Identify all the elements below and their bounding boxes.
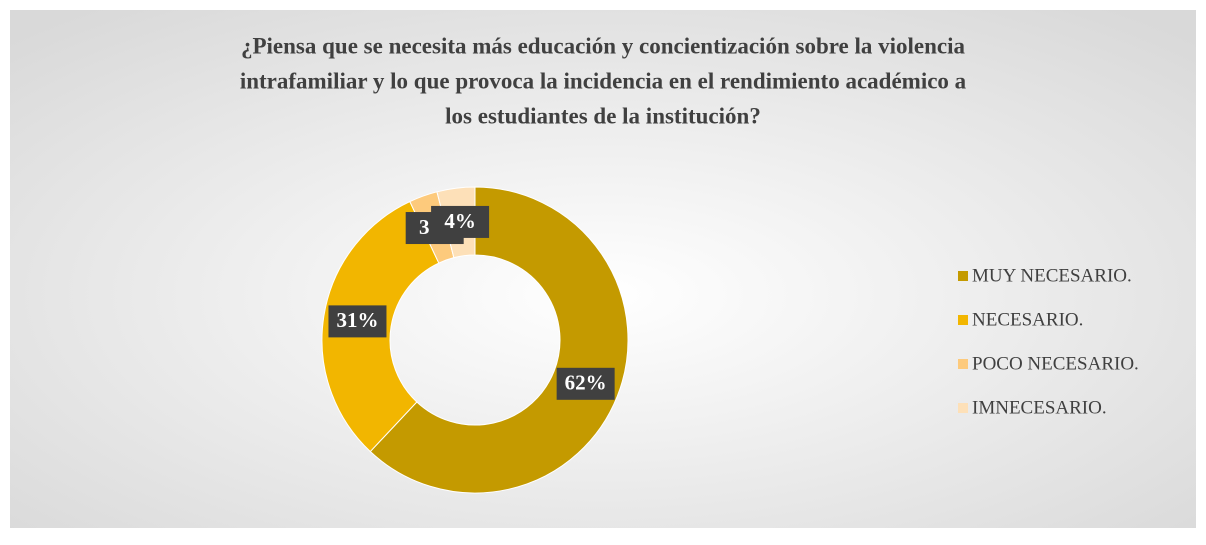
data-label-text: 31% <box>336 308 378 332</box>
data-label: 62% <box>556 367 615 400</box>
legend-swatch <box>958 271 968 281</box>
chart-title: intrafamiliar y lo que provoca la incide… <box>240 68 967 93</box>
data-label-box <box>556 367 615 400</box>
legend-label: IMNECESARIO. <box>972 397 1107 418</box>
data-label: 4% <box>431 205 490 238</box>
legend-swatch <box>958 359 968 369</box>
legend-label: NECESARIO. <box>972 309 1083 330</box>
chart-title: los estudiantes de la institución? <box>445 103 761 128</box>
legend-label: POCO NECESARIO. <box>972 353 1139 374</box>
legend-label: MUY NECESARIO. <box>972 265 1132 286</box>
chart-title: ¿Piensa que se necesita más educación y … <box>241 33 966 58</box>
data-label-box <box>431 205 490 238</box>
data-label-text: 62% <box>565 371 607 395</box>
donut-slice <box>369 186 629 494</box>
legend-swatch <box>958 315 968 325</box>
data-label-box <box>328 305 387 338</box>
data-label-text: 4% <box>444 209 476 233</box>
data-label: 31% <box>328 305 387 338</box>
legend-swatch <box>958 403 968 413</box>
